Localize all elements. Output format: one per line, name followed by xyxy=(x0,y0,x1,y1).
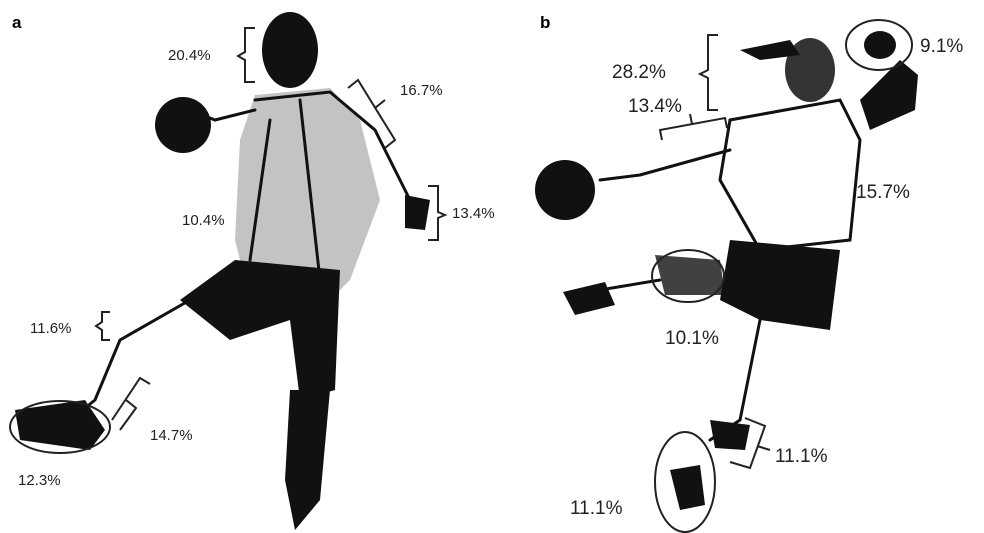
annotations-b: b 28.2% 13.4% 9.1% 15.7% 10.1% 11.1% 11.… xyxy=(540,13,963,533)
bracket xyxy=(658,113,728,141)
percent-label: 13.4% xyxy=(452,205,495,222)
percent-label: 11.6% xyxy=(30,320,71,337)
ellipse xyxy=(845,19,913,71)
percent-label: 16.7% xyxy=(400,82,443,99)
percent-label: 20.4% xyxy=(168,47,211,64)
percent-label: 13.4% xyxy=(628,96,682,117)
ellipse xyxy=(651,249,725,303)
percent-label: 28.2% xyxy=(612,62,666,83)
bracket xyxy=(729,417,771,470)
panel-label: a xyxy=(12,13,22,32)
annotations-a: a 20.4% 16.7% 10.4% 13.4% 11.6% 14.7% 12… xyxy=(9,13,495,489)
percent-label: 9.1% xyxy=(920,36,963,57)
percent-label: 11.1% xyxy=(570,498,623,519)
bracket xyxy=(94,311,110,341)
bracket xyxy=(111,376,151,431)
percent-label: 10.1% xyxy=(665,328,719,349)
bracket xyxy=(697,34,718,111)
percent-label: 15.7% xyxy=(856,182,910,203)
ellipse xyxy=(654,431,716,533)
panel-label: b xyxy=(540,13,550,32)
player-a xyxy=(15,12,430,530)
percent-label: 14.7% xyxy=(150,427,193,444)
bracket xyxy=(235,27,255,83)
percent-label: 12.3% xyxy=(18,472,61,489)
bracket xyxy=(347,78,397,149)
bracket xyxy=(428,185,448,241)
player-b xyxy=(535,31,918,510)
percent-label: 11.1% xyxy=(775,446,828,467)
ellipse xyxy=(9,400,111,454)
percent-label: 10.4% xyxy=(182,212,225,229)
